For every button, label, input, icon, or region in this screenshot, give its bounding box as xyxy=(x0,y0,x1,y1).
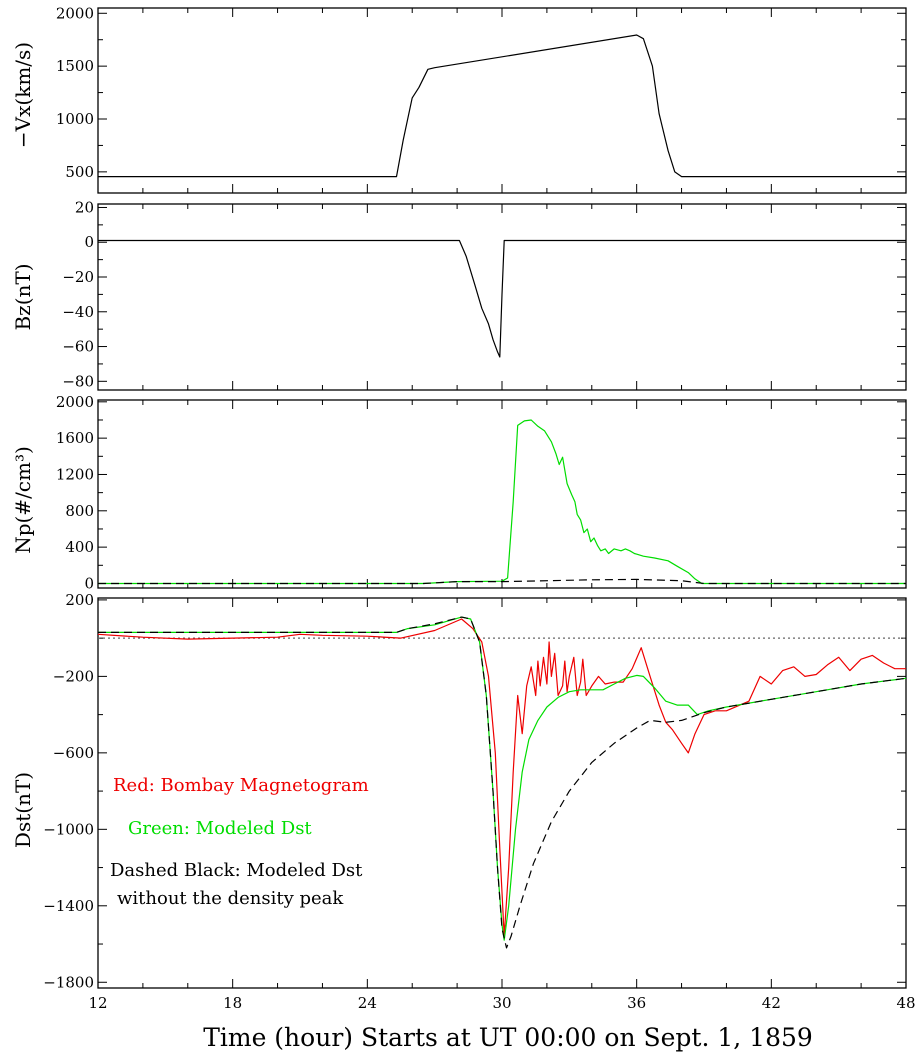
panel-4-y-axis-title: Dst(nT) xyxy=(11,772,35,848)
y-tick-label: 1200 xyxy=(56,465,94,483)
x-axis-title: Time (hour) Starts at UT 00:00 on Sept. … xyxy=(203,1023,813,1052)
y-tick-label: 2000 xyxy=(56,393,94,411)
panel-4-series-1-line xyxy=(97,618,906,937)
y-tick-label: −80 xyxy=(62,372,94,390)
y-tick-label: −1800 xyxy=(43,973,94,991)
panel-1-frame xyxy=(97,7,907,194)
panel-3-y-axis-title: Np(#/cm³) xyxy=(11,446,35,554)
y-tick-label: 200 xyxy=(65,591,94,609)
axis-labels: 500100015002000−Vx(km/s)−80−60−40−20020B… xyxy=(11,4,916,1012)
y-tick-label: −60 xyxy=(62,338,94,356)
legend-annotation-2: Green: Modeled Dst xyxy=(128,818,312,839)
y-tick-label: −20 xyxy=(62,268,94,286)
x-tick-label: 18 xyxy=(223,994,242,1012)
panel-frames xyxy=(97,7,907,989)
x-tick-label: 42 xyxy=(762,994,781,1012)
legend-annotation-1: Red: Bombay Magnetogram xyxy=(113,775,369,796)
y-tick-label: 1500 xyxy=(56,57,94,75)
y-tick-label: −600 xyxy=(53,744,94,762)
y-tick-label: 400 xyxy=(65,538,94,556)
y-tick-label: 1600 xyxy=(56,429,94,447)
panel-1-series-1-line xyxy=(98,34,906,178)
panel-2-y-axis-title: Bz(nT) xyxy=(11,263,35,330)
y-tick-label: −40 xyxy=(62,303,94,321)
x-tick-label: 12 xyxy=(88,994,107,1012)
y-tick-label: 1000 xyxy=(56,110,94,128)
legend-annotation-3: Dashed Black: Modeled Dst xyxy=(110,860,363,881)
x-tick-label: 48 xyxy=(896,994,915,1012)
panel-3-series-1-line xyxy=(98,419,906,585)
y-tick-label: 0 xyxy=(84,574,94,592)
y-tick-label: −1000 xyxy=(43,820,94,838)
data-series xyxy=(97,34,907,949)
panel-3-series-2-line xyxy=(98,578,906,585)
y-tick-label: 20 xyxy=(75,198,94,216)
axis-ticks xyxy=(97,8,907,988)
y-tick-label: 800 xyxy=(65,502,94,520)
annotations: Red: Bombay Magnetogram Green: Modeled Ds… xyxy=(110,775,369,909)
legend-annotation-4: without the density peak xyxy=(117,888,344,909)
panel-2-series-1-line xyxy=(98,239,906,358)
y-tick-label: 0 xyxy=(84,233,94,251)
y-tick-label: 500 xyxy=(65,163,94,181)
panel-3-frame xyxy=(97,399,907,589)
x-tick-label: 24 xyxy=(358,994,377,1012)
panel-4-series-3-line xyxy=(98,616,907,949)
y-tick-label: 2000 xyxy=(56,4,94,22)
x-tick-label: 36 xyxy=(627,994,646,1012)
x-tick-label: 30 xyxy=(492,994,511,1012)
y-tick-label: −200 xyxy=(53,667,94,685)
panel-1-y-axis-title: −Vx(km/s) xyxy=(11,42,35,148)
y-tick-label: −1400 xyxy=(43,897,94,915)
